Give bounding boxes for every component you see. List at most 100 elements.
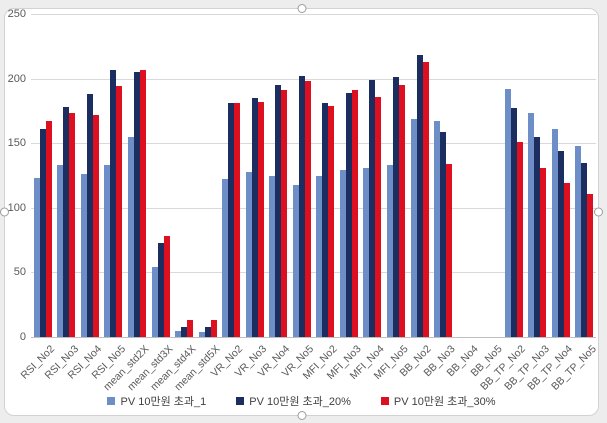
- bar-VR_No3[interactable]: [245, 171, 252, 337]
- resize-handle-left[interactable]: [0, 207, 9, 217]
- bar-RSI_No3[interactable]: [69, 113, 76, 337]
- bar-group-RSI_No2: [31, 14, 55, 337]
- gridline: 150: [8, 137, 596, 149]
- bar-BB_TP_No4[interactable]: [563, 183, 570, 337]
- bar-MFI_No2[interactable]: [328, 105, 335, 337]
- legend-label: PV 10만원 초과_20%: [249, 396, 351, 408]
- bar-mean_std2X[interactable]: [133, 72, 140, 337]
- legend-marker: [107, 397, 116, 405]
- gridline: 50: [14, 266, 596, 278]
- bar-group-RSI_No5: [102, 14, 126, 337]
- bar-RSI_No4[interactable]: [92, 114, 99, 337]
- bar-RSI_No5[interactable]: [116, 86, 123, 337]
- bar-group-BB_TP_No2: [502, 14, 526, 337]
- bar-MFI_No4[interactable]: [369, 79, 376, 337]
- bar-group-BB_No4: [455, 14, 479, 337]
- bar-MFI_No5[interactable]: [386, 165, 393, 337]
- bar-MFI_No3[interactable]: [345, 92, 352, 337]
- bar-BB_TP_No3[interactable]: [540, 167, 547, 337]
- bar-mean_std5X[interactable]: [198, 331, 205, 337]
- bar-mean_std2X[interactable]: [127, 136, 134, 337]
- legend-label: PV 10만원 초과_30%: [393, 396, 496, 408]
- bar-VR_No2[interactable]: [234, 103, 241, 337]
- bar-mean_std3X[interactable]: [151, 267, 158, 337]
- bar-VR_No3[interactable]: [257, 101, 264, 337]
- bar-VR_No4[interactable]: [275, 85, 282, 337]
- bar-VR_No4[interactable]: [269, 175, 276, 337]
- x-axis-line: 0: [20, 331, 596, 343]
- bar-BB_No2[interactable]: [422, 61, 429, 337]
- legend: PV 10만원 초과_1 PV 10만원 초과_20% PV 10만원 초과_30%: [5, 393, 598, 409]
- bar-VR_No3[interactable]: [251, 97, 258, 337]
- bar-VR_No5[interactable]: [304, 81, 311, 337]
- bar-group-BB_No2: [408, 14, 432, 337]
- bar-MFI_No4[interactable]: [363, 167, 370, 337]
- bar-VR_No4[interactable]: [281, 90, 288, 337]
- bar-BB_TP_No3[interactable]: [534, 136, 541, 337]
- bar-mean_std4X[interactable]: [175, 330, 182, 337]
- resize-handle-right[interactable]: [594, 207, 603, 217]
- y-axis-tick-label: 0: [19, 331, 26, 343]
- bar-RSI_No3[interactable]: [57, 165, 64, 337]
- bar-RSI_No3[interactable]: [63, 107, 70, 337]
- bar-mean_std3X[interactable]: [163, 236, 170, 337]
- bar-MFI_No3[interactable]: [339, 170, 346, 337]
- bar-mean_std2X[interactable]: [139, 69, 146, 337]
- bar-BB_TP_No5[interactable]: [587, 193, 594, 337]
- bar-VR_No5[interactable]: [292, 184, 299, 337]
- bar-group-BB_TP_No5: [573, 14, 597, 337]
- bar-RSI_No2[interactable]: [45, 121, 52, 337]
- bar-BB_No3[interactable]: [434, 121, 441, 337]
- bar-group-VR_No5: [290, 14, 314, 337]
- bar-mean_std4X[interactable]: [181, 326, 188, 337]
- bar-RSI_No5[interactable]: [104, 165, 111, 337]
- y-axis-tick-label: 150: [7, 137, 26, 150]
- bar-BB_No3[interactable]: [446, 163, 453, 337]
- bar-MFI_No5[interactable]: [392, 77, 399, 337]
- chart-frame[interactable]: 0 50 100 150 200 250 RSI_No2 RSI_No3 RSI_No4 RSI…: [0, 4, 603, 420]
- bar-group-VR_No4: [266, 14, 290, 337]
- y-axis-tick-label: 100: [7, 201, 26, 214]
- bar-BB_TP_No2[interactable]: [504, 88, 511, 337]
- bar-group-BB_No3: [431, 14, 455, 337]
- bar-MFI_No5[interactable]: [398, 85, 405, 337]
- bars-layer: [31, 14, 596, 337]
- bar-MFI_No2[interactable]: [316, 175, 323, 337]
- bar-mean_std5X[interactable]: [210, 320, 217, 337]
- bar-RSI_No4[interactable]: [80, 174, 87, 337]
- bar-group-RSI_No4: [78, 14, 102, 337]
- bar-BB_TP_No4[interactable]: [551, 129, 558, 337]
- bar-VR_No2[interactable]: [228, 103, 235, 337]
- bar-RSI_No2[interactable]: [39, 129, 46, 337]
- bar-BB_TP_No5[interactable]: [575, 145, 582, 337]
- legend-item[interactable]: PV 10만원 초과_20%: [236, 393, 351, 409]
- bar-BB_No3[interactable]: [440, 131, 447, 337]
- bar-BB_TP_No4[interactable]: [557, 150, 564, 337]
- bar-BB_TP_No3[interactable]: [528, 113, 535, 337]
- bar-BB_TP_No2[interactable]: [510, 108, 517, 337]
- resize-handle-bottom[interactable]: [297, 411, 306, 420]
- bar-BB_TP_No5[interactable]: [581, 162, 588, 337]
- bar-VR_No5[interactable]: [298, 76, 305, 337]
- bar-RSI_No5[interactable]: [110, 69, 117, 337]
- bar-BB_No2[interactable]: [410, 118, 417, 337]
- x-axis: RSI_No2 RSI_No3 RSI_No4 RSI_No5 mean_std2X me…: [19, 340, 599, 400]
- legend-item[interactable]: PV 10만원 초과_30%: [380, 393, 496, 409]
- bar-MFI_No4[interactable]: [375, 96, 382, 337]
- bar-group-VR_No3: [243, 14, 267, 337]
- bar-mean_std5X[interactable]: [204, 326, 211, 337]
- bar-RSI_No2[interactable]: [33, 178, 40, 337]
- bar-BB_No2[interactable]: [416, 55, 423, 337]
- bar-group-mean_std4X: [172, 14, 196, 337]
- bar-BB_TP_No2[interactable]: [516, 141, 523, 337]
- bar-mean_std4X[interactable]: [187, 320, 194, 337]
- bar-MFI_No3[interactable]: [351, 90, 358, 337]
- bar-VR_No2[interactable]: [222, 179, 229, 337]
- resize-handle-top[interactable]: [297, 4, 306, 13]
- bar-mean_std3X[interactable]: [157, 242, 164, 337]
- bar-RSI_No4[interactable]: [86, 94, 93, 337]
- legend-marker: [380, 397, 389, 405]
- gridline: 250: [8, 8, 596, 20]
- legend-item[interactable]: PV 10만원 초과_1: [107, 393, 206, 409]
- bar-MFI_No2[interactable]: [322, 103, 329, 337]
